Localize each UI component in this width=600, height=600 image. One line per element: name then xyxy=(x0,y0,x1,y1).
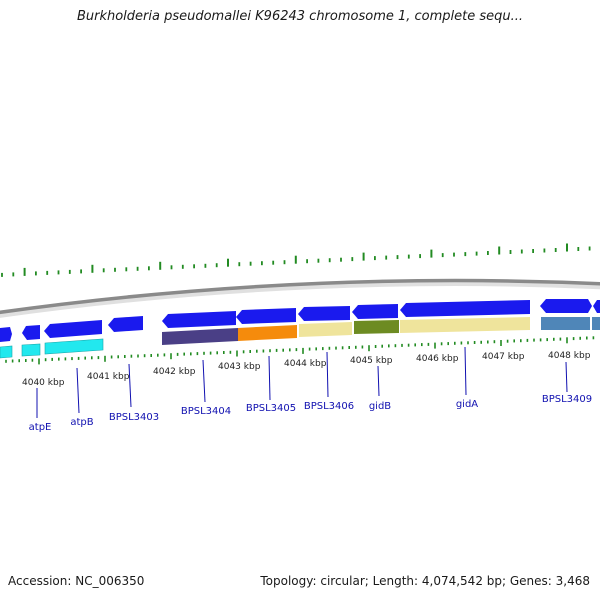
feature-bar-bpsl3409[interactable] xyxy=(541,317,590,330)
scale-label: 4047 kbp xyxy=(482,352,525,362)
feature-bar-bpsl3406[interactable] xyxy=(299,322,352,337)
gene-label-leaders xyxy=(36,346,568,418)
map-title: Burkholderia pseudomallei K96243 chromos… xyxy=(76,9,524,24)
feature-bar-atpB[interactable] xyxy=(21,343,41,357)
feature-bar-atpE[interactable] xyxy=(0,345,13,359)
gene-label-bpsl3404[interactable]: BPSL3404 xyxy=(181,406,231,417)
gene-label-atpE[interactable]: atpE xyxy=(29,422,52,433)
scale-label: 4041 kbp xyxy=(87,372,130,382)
tick-row xyxy=(1,243,591,277)
scale-labels: 4040 kbp 4041 kbp 4042 kbp 4043 kbp 4044… xyxy=(22,351,591,388)
leader-bpsl3405 xyxy=(268,355,271,401)
feature-bars xyxy=(0,317,600,359)
leader-atpB xyxy=(76,367,80,414)
scale-label: 4046 kbp xyxy=(416,354,459,364)
gene-arrow-bpsl3403[interactable] xyxy=(44,320,102,338)
feature-bar-gidB[interactable] xyxy=(354,320,399,334)
feature-bar-gidA[interactable] xyxy=(400,317,530,333)
gene-labels: atpE atpB BPSL3403 BPSL3404 BPSL3405 BPS… xyxy=(29,394,592,433)
chromosome-backbone-line xyxy=(0,278,600,315)
gene-arrow-bpsl3405[interactable] xyxy=(236,308,296,324)
feature-bar-bpsl3403[interactable] xyxy=(44,338,104,355)
scale-label: 4043 kbp xyxy=(218,362,261,372)
gene-arrow-gidA[interactable] xyxy=(400,300,530,317)
gene-arrow-atpB[interactable] xyxy=(22,325,40,340)
gene-arrow-gidB[interactable] xyxy=(352,304,398,319)
scale-label: 4048 kbp xyxy=(548,351,591,361)
leader-bpsl3403 xyxy=(128,363,132,408)
gene-arrow-bpsl3403b[interactable] xyxy=(108,316,143,332)
scale-label: 4044 kbp xyxy=(284,359,327,369)
feature-bar-bpsl3404[interactable] xyxy=(162,328,238,345)
chromosome-backbone xyxy=(0,279,600,318)
gene-arrows xyxy=(0,299,600,342)
leader-gidB xyxy=(377,365,380,397)
gene-label-gidB[interactable]: gidB xyxy=(369,401,391,412)
scale-label: 4042 kbp xyxy=(153,367,196,377)
leader-bpsl3404 xyxy=(202,359,206,403)
scale-label: 4045 kbp xyxy=(350,356,393,366)
lower-scale-ticks xyxy=(5,336,595,365)
feature-bar-edge[interactable] xyxy=(592,317,600,330)
gene-label-gidA[interactable]: gidA xyxy=(456,399,478,410)
leader-bpsl3409 xyxy=(565,361,568,393)
accession-text: Accession: NC_006350 xyxy=(8,574,145,588)
gene-arrow-bpsl3409[interactable] xyxy=(540,299,592,313)
gene-label-bpsl3405[interactable]: BPSL3405 xyxy=(246,403,296,414)
leader-gidA xyxy=(464,346,467,396)
gene-arrow-atpE[interactable] xyxy=(0,327,12,342)
feature-bar-bpsl3405[interactable] xyxy=(238,325,297,341)
gene-label-bpsl3409[interactable]: BPSL3409 xyxy=(542,394,592,405)
gene-arrow-bpsl3406[interactable] xyxy=(298,306,350,321)
scale-label: 4040 kbp xyxy=(22,378,65,388)
gene-arrow-edge[interactable] xyxy=(593,300,600,313)
gene-arrow-bpsl3404[interactable] xyxy=(162,311,236,328)
gene-label-bpsl3406[interactable]: BPSL3406 xyxy=(304,401,354,412)
topology-summary: Topology: circular; Length: 4,074,542 bp… xyxy=(260,574,590,588)
leader-bpsl3406 xyxy=(326,351,329,398)
gene-label-bpsl3403[interactable]: BPSL3403 xyxy=(109,412,159,423)
gene-label-atpB[interactable]: atpB xyxy=(70,417,93,428)
